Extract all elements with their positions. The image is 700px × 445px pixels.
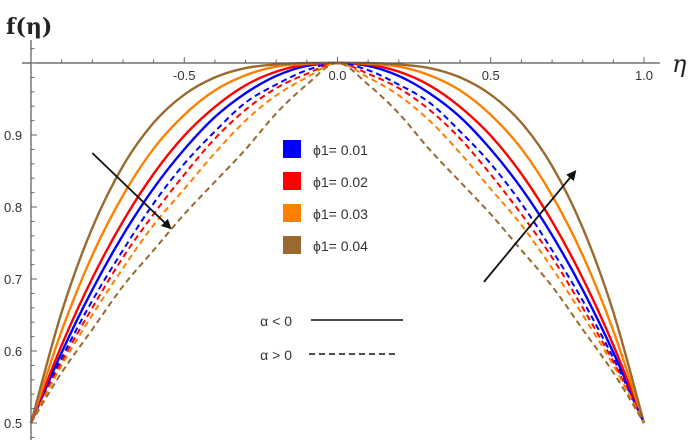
series-line-6: [30, 61, 645, 424]
x-tick-label: -0.5: [173, 68, 195, 83]
y-tick-label: 0.7: [4, 272, 22, 287]
legend-swatch-4: [283, 236, 301, 254]
legend-swatch-3: [283, 204, 301, 222]
legend-label-2: ϕ1= 0.02: [313, 174, 368, 190]
x-axis-title: η: [672, 50, 687, 78]
annotations-group: [91, 152, 577, 283]
y-tick-label: 0.8: [4, 200, 22, 215]
legend-label-4: ϕ1= 0.04: [313, 238, 368, 254]
y-tick-label: 0.6: [4, 344, 22, 359]
legend-label-1: ϕ1= 0.01: [313, 142, 368, 158]
y-tick-label: 0.9: [4, 128, 22, 143]
legend-label-3: ϕ1= 0.03: [313, 206, 368, 222]
x-tick-label: 0.5: [482, 68, 500, 83]
legend-swatch-1: [283, 140, 301, 158]
y-axis-title: f(η): [6, 14, 52, 40]
axes-group: -0.5 0.0 0.5 1.0 0.5 0.6 0.7 0.8 0.9: [4, 40, 660, 440]
y-tick-label: 0.5: [4, 416, 22, 431]
legend: ϕ1= 0.01 ϕ1= 0.02 ϕ1= 0.03 ϕ1= 0.04 α < 0 α >…: [260, 140, 403, 363]
legend-style-label-1: α < 0: [260, 313, 292, 329]
trend-arrow-2: [483, 170, 577, 283]
legend-style-label-2: α > 0: [260, 347, 292, 363]
x-tick-label: 1.0: [635, 68, 653, 83]
trend-arrow-1: [91, 152, 172, 230]
x-tick-label: 0.0: [328, 68, 346, 83]
legend-swatch-2: [283, 172, 301, 190]
series-line-5: [30, 61, 645, 424]
series-line-8: [30, 61, 645, 424]
